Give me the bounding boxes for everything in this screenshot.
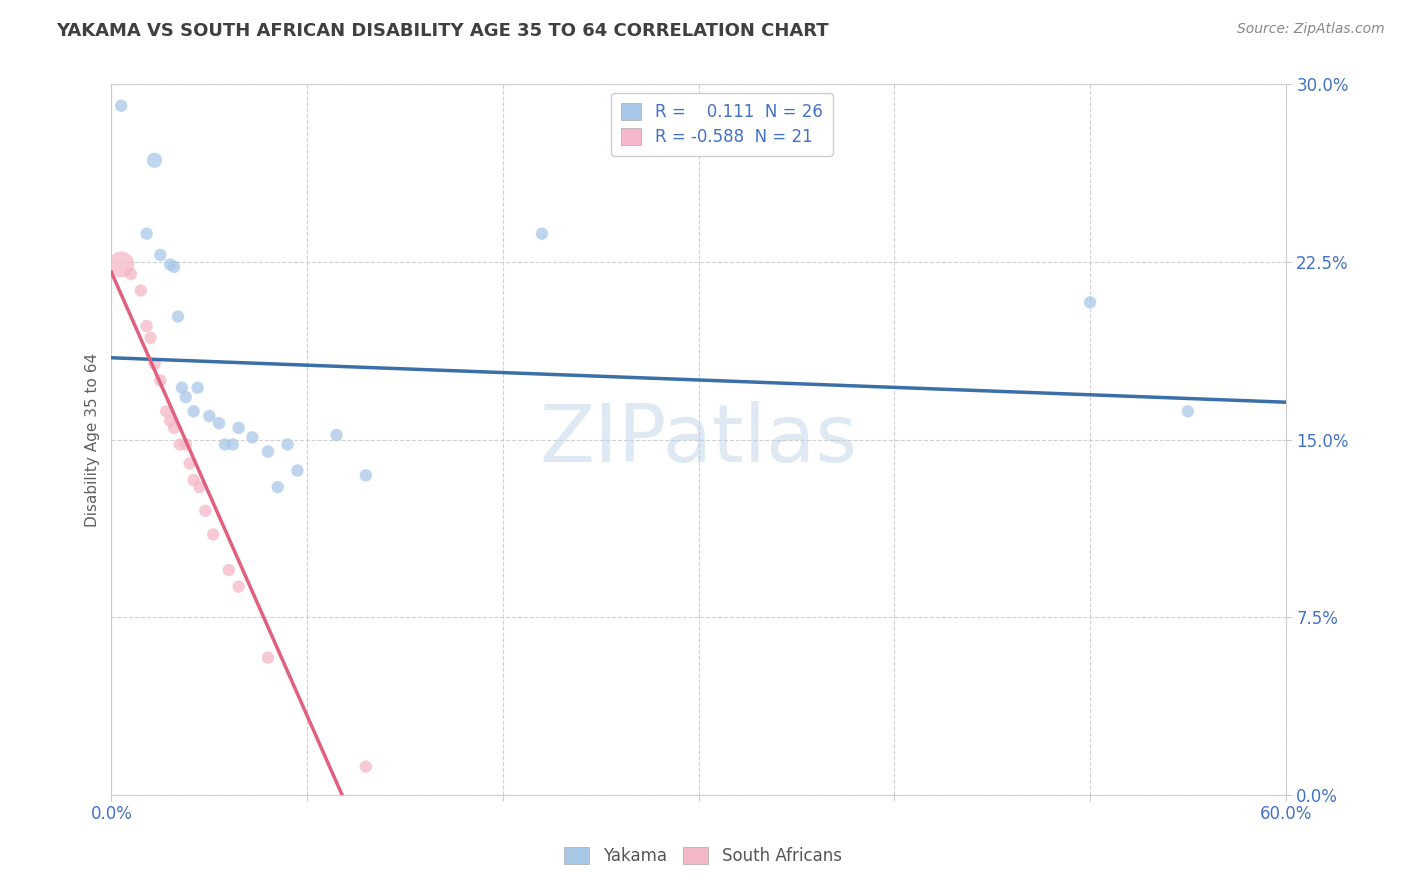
- Point: [179, 457, 201, 471]
- Point: [277, 437, 299, 451]
- Point: [170, 381, 193, 395]
- Point: [167, 310, 190, 324]
- Point: [1177, 404, 1199, 418]
- Point: [110, 99, 132, 113]
- Point: [202, 527, 225, 541]
- Legend: Yakama, South Africans: Yakama, South Africans: [554, 837, 852, 875]
- Point: [194, 504, 217, 518]
- Point: [228, 421, 250, 435]
- Point: [163, 421, 186, 435]
- Point: [218, 563, 240, 577]
- Point: [228, 580, 250, 594]
- Point: [159, 414, 181, 428]
- Point: [149, 248, 172, 262]
- Point: [257, 650, 280, 665]
- Point: [1078, 295, 1101, 310]
- Text: Source: ZipAtlas.com: Source: ZipAtlas.com: [1237, 22, 1385, 37]
- Point: [143, 153, 166, 168]
- Point: [110, 257, 132, 271]
- Point: [169, 437, 191, 451]
- Point: [186, 381, 208, 395]
- Point: [267, 480, 290, 494]
- Point: [163, 260, 186, 274]
- Point: [149, 374, 172, 388]
- Point: [354, 759, 377, 773]
- Text: YAKAMA VS SOUTH AFRICAN DISABILITY AGE 35 TO 64 CORRELATION CHART: YAKAMA VS SOUTH AFRICAN DISABILITY AGE 3…: [56, 22, 830, 40]
- Point: [143, 357, 166, 371]
- Y-axis label: Disability Age 35 to 64: Disability Age 35 to 64: [86, 352, 100, 527]
- Point: [155, 404, 177, 418]
- Point: [325, 428, 347, 442]
- Point: [135, 319, 157, 334]
- Point: [135, 227, 157, 241]
- Point: [285, 464, 308, 478]
- Legend: R =    0.111  N = 26, R = -0.588  N = 21: R = 0.111 N = 26, R = -0.588 N = 21: [612, 93, 832, 156]
- Point: [257, 444, 280, 458]
- Point: [120, 267, 142, 281]
- Point: [183, 473, 205, 487]
- Point: [530, 227, 553, 241]
- Point: [159, 257, 181, 271]
- Point: [214, 437, 236, 451]
- Point: [174, 437, 197, 451]
- Point: [188, 480, 211, 494]
- Point: [183, 404, 205, 418]
- Point: [208, 416, 231, 430]
- Point: [354, 468, 377, 483]
- Point: [198, 409, 221, 423]
- Point: [174, 390, 197, 404]
- Point: [129, 284, 152, 298]
- Text: ZIPatlas: ZIPatlas: [540, 401, 858, 479]
- Point: [240, 430, 263, 444]
- Point: [222, 437, 245, 451]
- Point: [139, 331, 162, 345]
